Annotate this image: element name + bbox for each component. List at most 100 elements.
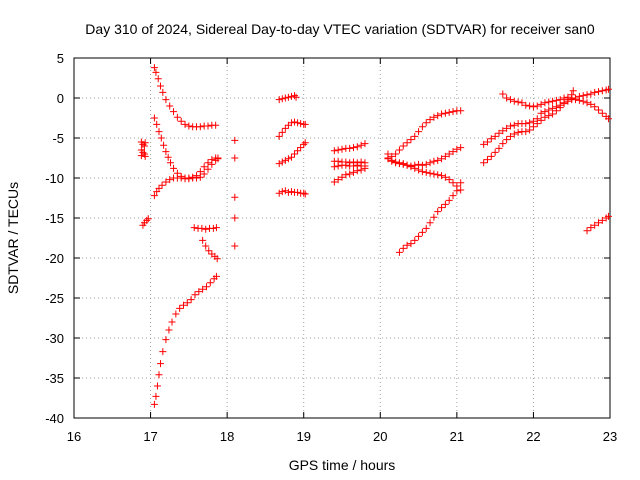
data-point: [415, 166, 423, 174]
data-point: [141, 152, 149, 160]
data-point: [422, 224, 430, 232]
data-point: [139, 148, 147, 156]
data-point: [487, 152, 495, 160]
data-point: [143, 216, 151, 224]
data-point: [407, 136, 415, 144]
data-point: [281, 94, 289, 102]
data-point: [587, 90, 595, 98]
data-point: [495, 129, 503, 137]
data-point: [170, 164, 178, 172]
data-point: [155, 184, 163, 192]
data-point: [529, 103, 537, 111]
data-point: [166, 176, 174, 184]
data-point: [568, 96, 576, 104]
data-point: [231, 193, 239, 201]
y-axis-label: SDTVAR / TECUs: [5, 182, 21, 294]
data-point: [598, 109, 606, 117]
data-point: [301, 190, 309, 198]
data-point: [172, 310, 180, 318]
data-point: [403, 139, 411, 147]
plot-frame: [73, 57, 611, 419]
data-point: [418, 161, 426, 169]
data-point: [181, 175, 189, 183]
data-point: [438, 204, 446, 212]
data-point: [438, 172, 446, 180]
data-point: [204, 159, 212, 167]
data-point: [300, 189, 308, 197]
series-s5: [150, 154, 222, 200]
data-point: [445, 196, 453, 204]
data-point: [587, 100, 595, 108]
data-point: [426, 116, 434, 124]
x-tick-label: 20: [373, 429, 387, 444]
x-tick-label: 17: [143, 429, 157, 444]
series-s12: [275, 139, 309, 168]
data-point: [150, 192, 158, 200]
data-point: [510, 121, 518, 129]
data-point: [499, 127, 507, 135]
data-point: [202, 283, 210, 291]
data-point: [522, 120, 530, 128]
series-s9: [231, 136, 239, 250]
data-point: [411, 236, 419, 244]
data-point: [441, 200, 449, 208]
data-point: [422, 119, 430, 127]
data-point: [595, 219, 603, 227]
data-point: [598, 216, 606, 224]
data-point: [449, 148, 457, 156]
data-point: [441, 109, 449, 117]
data-point: [281, 187, 289, 195]
data-point: [506, 96, 514, 104]
data-point: [162, 96, 170, 104]
data-point: [407, 163, 415, 171]
data-point: [330, 178, 338, 186]
data-point: [395, 248, 403, 256]
data-point: [526, 126, 534, 134]
x-axis-label: GPS time / hours: [289, 457, 396, 473]
data-point: [346, 144, 354, 152]
data-point: [157, 134, 165, 142]
data-point: [212, 272, 220, 280]
data-point: [430, 170, 438, 178]
data-point: [537, 116, 545, 124]
data-point: [152, 68, 160, 76]
data-point: [514, 98, 522, 106]
data-point: [199, 236, 207, 244]
y-tick-label: -30: [45, 331, 64, 346]
x-tick-label: 18: [220, 429, 234, 444]
y-tick-label: -40: [45, 411, 64, 426]
data-point: [434, 208, 442, 216]
data-point: [445, 150, 453, 158]
data-point: [231, 242, 239, 250]
data-point: [338, 145, 346, 153]
data-point: [604, 115, 612, 123]
data-point: [291, 150, 299, 158]
series-s3: [150, 64, 220, 131]
chart-title: Day 310 of 2024, Sidereal Day-to-day VTE…: [85, 21, 595, 37]
data-point: [430, 113, 438, 121]
data-point: [457, 179, 465, 187]
data-point: [506, 132, 514, 140]
data-point: [491, 132, 499, 140]
data-point: [164, 153, 172, 161]
data-point: [415, 128, 423, 136]
data-point: [287, 92, 295, 100]
data-point: [284, 93, 292, 101]
data-point: [457, 144, 465, 152]
data-point: [453, 145, 461, 153]
data-point: [418, 168, 426, 176]
data-point: [506, 122, 514, 130]
series-s1: [137, 138, 149, 160]
data-point: [157, 360, 165, 368]
data-point: [445, 108, 453, 116]
data-point: [449, 108, 457, 116]
data-point: [399, 142, 407, 150]
data-point: [165, 326, 173, 334]
series-s8: [150, 272, 220, 408]
series-s17: [330, 164, 369, 186]
data-point: [545, 98, 553, 106]
data-point: [200, 163, 208, 171]
data-point: [284, 188, 292, 196]
data-point: [157, 82, 165, 90]
